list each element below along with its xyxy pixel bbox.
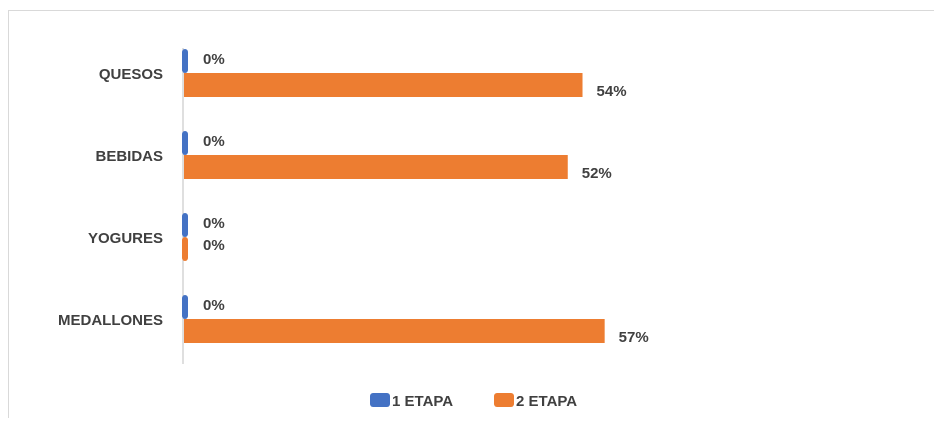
bar-2-etapa-yogures [182,237,188,261]
data-label-1-etapa-medallones: 0% [203,297,225,314]
data-label-2-etapa-medallones: 57% [619,329,649,346]
bar-2-etapa-medallones [184,319,605,343]
data-label-1-etapa-quesos: 0% [203,51,225,68]
data-label-1-etapa-yogures: 0% [203,215,225,232]
bar-1-etapa-medallones [182,295,188,319]
data-label-2-etapa-quesos: 54% [597,83,627,100]
bar-2-etapa-bebidas [184,155,568,179]
category-label-bebidas: BEBIDAS [95,148,163,165]
category-label-medallones: MEDALLONES [58,312,163,329]
bar-1-etapa-quesos [182,49,188,73]
data-label-2-etapa-bebidas: 52% [582,165,612,182]
category-label-yogures: YOGURES [88,230,163,247]
bar-1-etapa-bebidas [182,131,188,155]
data-label-1-etapa-bebidas: 0% [203,133,225,150]
legend-label-1-etapa: 1 ETAPA [392,393,453,410]
category-label-quesos: QUESOS [99,66,163,83]
legend-label-2-etapa: 2 ETAPA [516,393,577,410]
data-label-2-etapa-yogures: 0% [203,237,225,254]
bar-2-etapa-quesos [184,73,583,97]
legend: 1 ETAPA 2 ETAPA [370,393,577,410]
chart-frame [8,10,934,418]
bar-1-etapa-yogures [182,213,188,237]
legend-swatch-1-etapa [370,393,390,407]
legend-swatch-2-etapa [494,393,514,407]
